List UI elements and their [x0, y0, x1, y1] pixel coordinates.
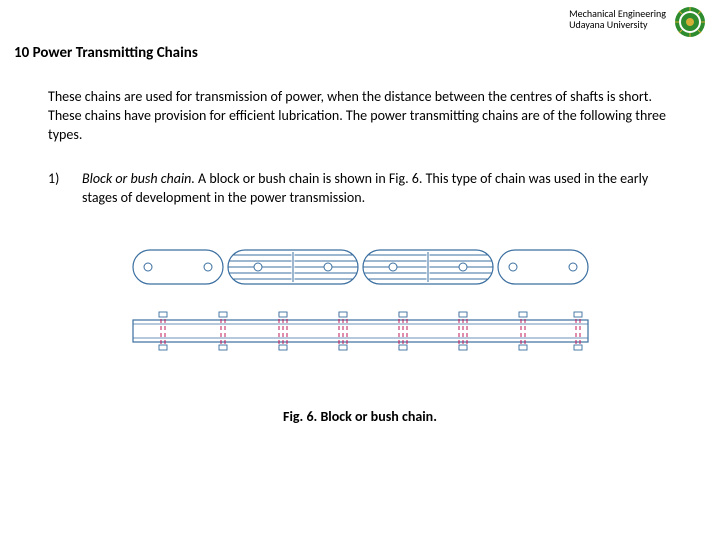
section-title-text: Power Transmitting Chains: [33, 44, 198, 62]
list-number: 1): [48, 170, 59, 187]
list-body: Block or bush chain. A block or bush cha…: [82, 170, 680, 208]
list-item-1: 1) Block or bush chain. A block or bush …: [48, 170, 680, 208]
header-line2: Udayana University: [569, 19, 666, 30]
section-title: 10 Power Transmitting Chains: [14, 44, 198, 62]
section-number: 10: [14, 44, 29, 62]
figure-6: [0, 240, 720, 395]
list-lead: Block or bush chain.: [82, 170, 195, 187]
header-block: Mechanical Engineering Udayana Universit…: [569, 8, 666, 30]
intro-paragraph: These chains are used for transmission o…: [48, 88, 680, 145]
figure-caption: Fig. 6. Block or bush chain.: [0, 408, 720, 425]
university-logo: [674, 6, 706, 43]
